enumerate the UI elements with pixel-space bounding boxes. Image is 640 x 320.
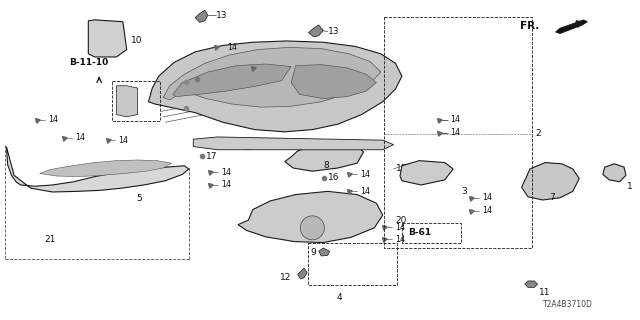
Polygon shape bbox=[40, 160, 172, 177]
Text: 12: 12 bbox=[280, 273, 291, 282]
Polygon shape bbox=[193, 137, 394, 150]
Text: 5: 5 bbox=[137, 194, 142, 203]
Polygon shape bbox=[195, 10, 208, 22]
Text: 11: 11 bbox=[539, 288, 550, 297]
Text: 14: 14 bbox=[450, 116, 460, 124]
Polygon shape bbox=[525, 281, 538, 287]
Text: 21: 21 bbox=[44, 236, 56, 244]
Polygon shape bbox=[400, 161, 453, 185]
Text: 14: 14 bbox=[395, 223, 405, 232]
Polygon shape bbox=[6, 147, 189, 192]
Text: 4: 4 bbox=[337, 293, 342, 302]
Text: 14: 14 bbox=[395, 235, 405, 244]
Polygon shape bbox=[556, 20, 588, 34]
Text: 8: 8 bbox=[324, 161, 329, 170]
Text: 14: 14 bbox=[482, 193, 492, 202]
Text: 14: 14 bbox=[450, 128, 460, 137]
Text: 17: 17 bbox=[202, 75, 213, 84]
Text: B-11-10: B-11-10 bbox=[69, 58, 108, 67]
Text: 14: 14 bbox=[48, 116, 58, 124]
Polygon shape bbox=[308, 25, 323, 37]
Polygon shape bbox=[163, 47, 381, 107]
Polygon shape bbox=[173, 64, 291, 97]
Text: 10: 10 bbox=[131, 36, 143, 45]
Polygon shape bbox=[285, 143, 364, 171]
Text: 17: 17 bbox=[396, 164, 407, 173]
Polygon shape bbox=[238, 191, 383, 243]
Text: 14: 14 bbox=[221, 180, 231, 189]
Polygon shape bbox=[522, 163, 579, 200]
Text: 1: 1 bbox=[627, 182, 633, 191]
Text: 19: 19 bbox=[192, 104, 202, 113]
Text: T2A4B3710D: T2A4B3710D bbox=[543, 300, 593, 309]
Text: 13: 13 bbox=[328, 27, 339, 36]
Text: 19: 19 bbox=[192, 77, 202, 86]
Text: 14: 14 bbox=[360, 170, 371, 179]
Polygon shape bbox=[319, 248, 330, 256]
Text: B-61: B-61 bbox=[408, 228, 431, 237]
Polygon shape bbox=[291, 65, 376, 99]
Text: 20: 20 bbox=[396, 216, 407, 225]
Polygon shape bbox=[148, 41, 402, 132]
Text: 14: 14 bbox=[227, 43, 237, 52]
Text: FR.: FR. bbox=[520, 21, 539, 31]
Text: 14: 14 bbox=[360, 187, 371, 196]
Text: 16: 16 bbox=[328, 173, 339, 182]
Polygon shape bbox=[298, 268, 307, 279]
Text: 17: 17 bbox=[206, 152, 218, 161]
Text: 15: 15 bbox=[243, 143, 254, 152]
Polygon shape bbox=[88, 20, 127, 57]
Text: 14: 14 bbox=[118, 136, 129, 145]
Text: 13: 13 bbox=[216, 11, 228, 20]
Text: 3: 3 bbox=[461, 187, 467, 196]
Polygon shape bbox=[116, 86, 138, 117]
Text: 14: 14 bbox=[264, 63, 275, 72]
Text: 14: 14 bbox=[75, 133, 85, 142]
Circle shape bbox=[300, 216, 324, 240]
Text: 14: 14 bbox=[221, 168, 231, 177]
Text: 14: 14 bbox=[482, 206, 492, 215]
Polygon shape bbox=[603, 164, 626, 182]
Text: 6: 6 bbox=[163, 90, 169, 99]
Text: 9: 9 bbox=[311, 248, 316, 257]
Text: 2: 2 bbox=[535, 129, 541, 138]
Text: 7: 7 bbox=[549, 193, 555, 202]
